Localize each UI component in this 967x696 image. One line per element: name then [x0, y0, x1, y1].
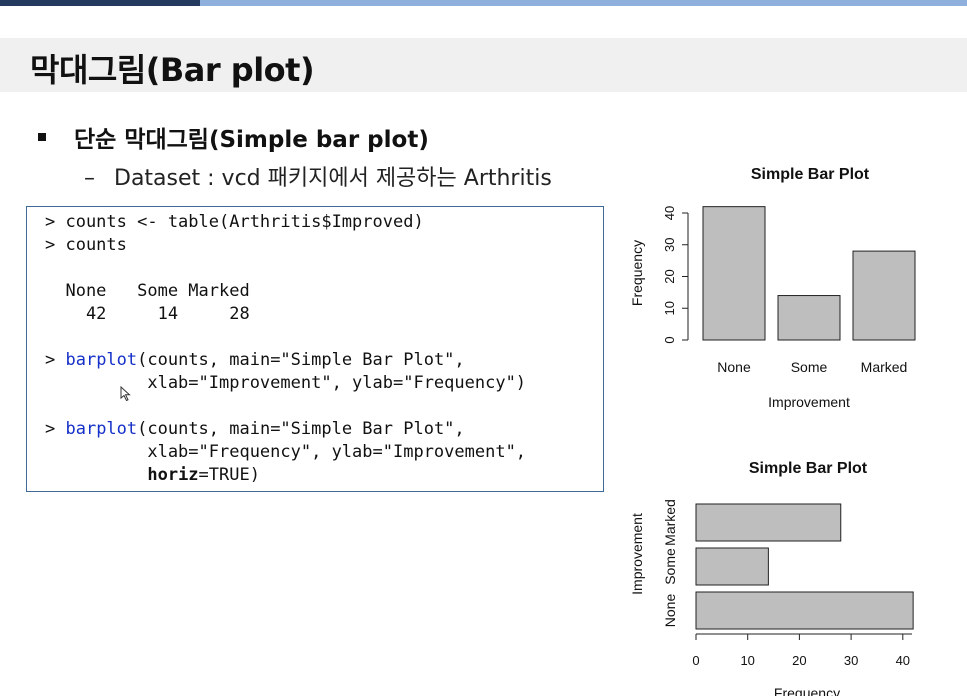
- code-line: > counts: [45, 235, 127, 255]
- code-function-name: barplot: [65, 419, 138, 439]
- y-axis-label: Frequency: [629, 240, 645, 306]
- code-function-name: barplot: [65, 350, 138, 370]
- code-line: None Some Marked: [45, 281, 250, 301]
- category-label: None: [662, 594, 678, 628]
- x-tick-label: 0: [692, 653, 699, 668]
- code-prompt: >: [45, 419, 66, 439]
- code-keyword: horiz: [147, 465, 199, 485]
- category-label: Marked: [662, 499, 678, 546]
- y-tick-label: 40: [662, 206, 677, 220]
- code-line: (counts, main="Simple Bar Plot",: [137, 419, 465, 439]
- x-tick-label: 30: [844, 653, 858, 668]
- code-line: xlab="Frequency", ylab="Improvement",: [45, 442, 527, 462]
- code-line: 42 14 28: [45, 304, 250, 324]
- x-tick-label: 10: [740, 653, 754, 668]
- code-line: xlab="Improvement", ylab="Frequency"): [45, 373, 527, 393]
- code-prompt: >: [45, 350, 66, 370]
- category-label: None: [717, 359, 751, 375]
- sub-bullet: – Dataset : vcd 패키지에서 제공하는 Arthritis: [84, 160, 552, 192]
- horizontal-bar-chart-svg: Simple Bar Plot 0 10 20 30 40 None Some Marked…: [629, 460, 914, 696]
- code-line: =TRUE): [198, 465, 260, 485]
- slide-title: 막대그림(Bar plot): [30, 51, 315, 89]
- code-line: (counts, main="Simple Bar Plot",: [137, 350, 465, 370]
- bullet-square-icon: [38, 133, 46, 141]
- code-block: > counts <- table(Arthritis$Improved) > …: [45, 211, 526, 487]
- mouse-pointer-icon: [120, 386, 131, 402]
- y-tick-label: 30: [662, 238, 677, 252]
- code-box: > counts <- table(Arthritis$Improved) > …: [26, 206, 604, 492]
- horizontal-bar-chart: Simple Bar Plot 0 10 20 30 40 None Some Marked…: [615, 450, 967, 696]
- bullet-text: 단순 막대그림(Simple bar plot): [74, 127, 429, 153]
- y-axis-label: Improvement: [629, 513, 645, 595]
- y-tick-label: 0: [662, 336, 677, 343]
- x-tick-label: 40: [896, 653, 910, 668]
- category-label: Some: [662, 548, 678, 585]
- bar-marked: [695, 503, 842, 542]
- y-tick-label: 10: [662, 301, 677, 315]
- x-axis-label: Frequency: [774, 685, 840, 696]
- bar-some: [777, 295, 841, 341]
- category-label: Marked: [861, 359, 908, 375]
- chart-title: Simple Bar Plot: [749, 460, 868, 477]
- x-tick-label: 20: [792, 653, 806, 668]
- category-label: Some: [791, 359, 828, 375]
- x-axis-label: Improvement: [768, 394, 850, 410]
- top-accent-dark: [0, 0, 200, 6]
- top-accent-light: [200, 0, 967, 6]
- title-band: 막대그림(Bar plot): [0, 38, 967, 92]
- y-tick-label: 20: [662, 269, 677, 283]
- bar-none: [702, 206, 766, 341]
- bar-some: [695, 547, 769, 586]
- top-accent-bar: [0, 0, 967, 6]
- vertical-bar-chart: Simple Bar Plot 0 10 20 30 40 None Some Marked…: [615, 150, 967, 420]
- bullet-item: 단순 막대그림(Simple bar plot): [38, 120, 429, 154]
- code-line: > counts <- table(Arthritis$Improved): [45, 212, 424, 232]
- code-indent: [45, 465, 147, 485]
- bar-marked: [852, 250, 916, 341]
- sub-bullet-text: Dataset : vcd 패키지에서 제공하는 Arthritis: [114, 166, 552, 191]
- vertical-bar-chart-svg: Simple Bar Plot 0 10 20 30 40 None Some Marked…: [629, 166, 916, 410]
- chart-title: Simple Bar Plot: [751, 166, 870, 183]
- bar-none: [695, 591, 914, 630]
- sub-bullet-dash: –: [84, 166, 95, 191]
